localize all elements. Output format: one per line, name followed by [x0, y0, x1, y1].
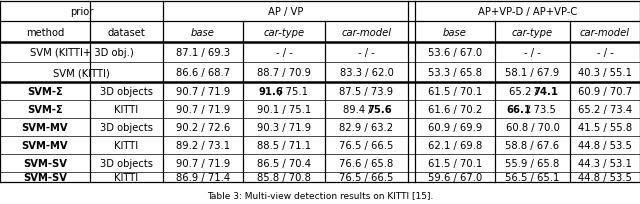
Text: 44.8 / 53.5: 44.8 / 53.5: [578, 140, 632, 150]
Text: 58.1 / 67.9: 58.1 / 67.9: [506, 68, 559, 78]
Text: 59.6 / 67.0: 59.6 / 67.0: [428, 172, 482, 182]
Text: 66.1: 66.1: [507, 104, 532, 114]
Text: SVM (KITTI+ 3D obj.): SVM (KITTI+ 3D obj.): [29, 48, 133, 58]
Text: 3D objects: 3D objects: [100, 122, 153, 132]
Text: 83.3 / 62.0: 83.3 / 62.0: [340, 68, 394, 78]
Text: 86.9 / 71.4: 86.9 / 71.4: [176, 172, 230, 182]
Text: - / -: - / -: [358, 48, 375, 58]
Text: 76.5 / 66.5: 76.5 / 66.5: [339, 140, 394, 150]
Text: 53.6 / 67.0: 53.6 / 67.0: [428, 48, 482, 58]
Text: 89.4 /: 89.4 /: [343, 104, 375, 114]
Text: method: method: [26, 27, 64, 37]
Text: base: base: [443, 27, 467, 37]
Text: - / -: - / -: [276, 48, 292, 58]
Text: AP / VP: AP / VP: [268, 7, 303, 17]
Text: 90.2 / 72.6: 90.2 / 72.6: [176, 122, 230, 132]
Text: car-type: car-type: [264, 27, 305, 37]
Text: 76.6 / 65.8: 76.6 / 65.8: [339, 158, 394, 168]
Text: 85.8 / 70.8: 85.8 / 70.8: [257, 172, 311, 182]
Text: SVM (KITTI): SVM (KITTI): [53, 68, 110, 78]
Text: 75.6: 75.6: [367, 104, 392, 114]
Text: 60.9 / 69.9: 60.9 / 69.9: [428, 122, 482, 132]
Text: 90.3 / 71.9: 90.3 / 71.9: [257, 122, 311, 132]
Text: 86.5 / 70.4: 86.5 / 70.4: [257, 158, 311, 168]
Text: 44.8 / 53.5: 44.8 / 53.5: [578, 172, 632, 182]
Text: 61.5 / 70.1: 61.5 / 70.1: [428, 86, 482, 96]
Text: 53.3 / 65.8: 53.3 / 65.8: [428, 68, 482, 78]
Text: 61.6 / 70.2: 61.6 / 70.2: [428, 104, 482, 114]
Text: 87.1 / 69.3: 87.1 / 69.3: [176, 48, 230, 58]
Text: prior: prior: [70, 7, 93, 17]
Text: 60.8 / 70.0: 60.8 / 70.0: [506, 122, 559, 132]
Text: AP+VP-D / AP+VP-C: AP+VP-D / AP+VP-C: [478, 7, 577, 17]
Text: KITTI: KITTI: [115, 172, 139, 182]
Text: - / -: - / -: [596, 48, 613, 58]
Text: 3D objects: 3D objects: [100, 158, 153, 168]
Text: 55.9 / 65.8: 55.9 / 65.8: [506, 158, 559, 168]
Text: 90.7 / 71.9: 90.7 / 71.9: [176, 86, 230, 96]
Text: Table 3: Multi-view detection results on KITTI [15].: Table 3: Multi-view detection results on…: [207, 191, 433, 200]
Text: 89.2 / 73.1: 89.2 / 73.1: [176, 140, 230, 150]
Text: 90.7 / 71.9: 90.7 / 71.9: [176, 158, 230, 168]
Text: 88.7 / 70.9: 88.7 / 70.9: [257, 68, 311, 78]
Text: 91.6: 91.6: [259, 86, 283, 96]
Text: SVM-SV: SVM-SV: [23, 172, 67, 182]
Text: 74.1: 74.1: [533, 86, 558, 96]
Text: SVM-Σ: SVM-Σ: [27, 86, 63, 96]
Text: / 75.1: / 75.1: [276, 86, 308, 96]
Text: SVM-Σ: SVM-Σ: [27, 104, 63, 114]
Text: car-model: car-model: [342, 27, 392, 37]
Text: car-type: car-type: [512, 27, 553, 37]
Text: SVM-SV: SVM-SV: [23, 158, 67, 168]
Text: KITTI: KITTI: [115, 104, 139, 114]
Text: 56.5 / 65.1: 56.5 / 65.1: [506, 172, 560, 182]
Text: base: base: [191, 27, 215, 37]
Text: / 73.5: / 73.5: [524, 104, 556, 114]
Text: car-model: car-model: [580, 27, 630, 37]
Text: 58.8 / 67.6: 58.8 / 67.6: [506, 140, 559, 150]
Text: 65.2 /: 65.2 /: [509, 86, 541, 96]
Text: 86.6 / 68.7: 86.6 / 68.7: [176, 68, 230, 78]
Text: 90.7 / 71.9: 90.7 / 71.9: [176, 104, 230, 114]
Text: 87.5 / 73.9: 87.5 / 73.9: [339, 86, 394, 96]
Text: - / -: - / -: [524, 48, 541, 58]
Text: 82.9 / 63.2: 82.9 / 63.2: [339, 122, 394, 132]
Text: 44.3 / 53.1: 44.3 / 53.1: [578, 158, 632, 168]
Text: 40.3 / 55.1: 40.3 / 55.1: [578, 68, 632, 78]
Text: 61.5 / 70.1: 61.5 / 70.1: [428, 158, 482, 168]
Text: 3D objects: 3D objects: [100, 86, 153, 96]
Text: 88.5 / 71.1: 88.5 / 71.1: [257, 140, 311, 150]
Text: KITTI: KITTI: [115, 140, 139, 150]
Text: 60.9 / 70.7: 60.9 / 70.7: [578, 86, 632, 96]
Text: dataset: dataset: [108, 27, 145, 37]
Text: 41.5 / 55.8: 41.5 / 55.8: [578, 122, 632, 132]
Text: 76.5 / 66.5: 76.5 / 66.5: [339, 172, 394, 182]
Text: 90.1 / 75.1: 90.1 / 75.1: [257, 104, 311, 114]
Text: 65.2 / 73.4: 65.2 / 73.4: [578, 104, 632, 114]
Text: SVM-MV: SVM-MV: [22, 140, 68, 150]
Text: SVM-MV: SVM-MV: [22, 122, 68, 132]
Text: 62.1 / 69.8: 62.1 / 69.8: [428, 140, 482, 150]
